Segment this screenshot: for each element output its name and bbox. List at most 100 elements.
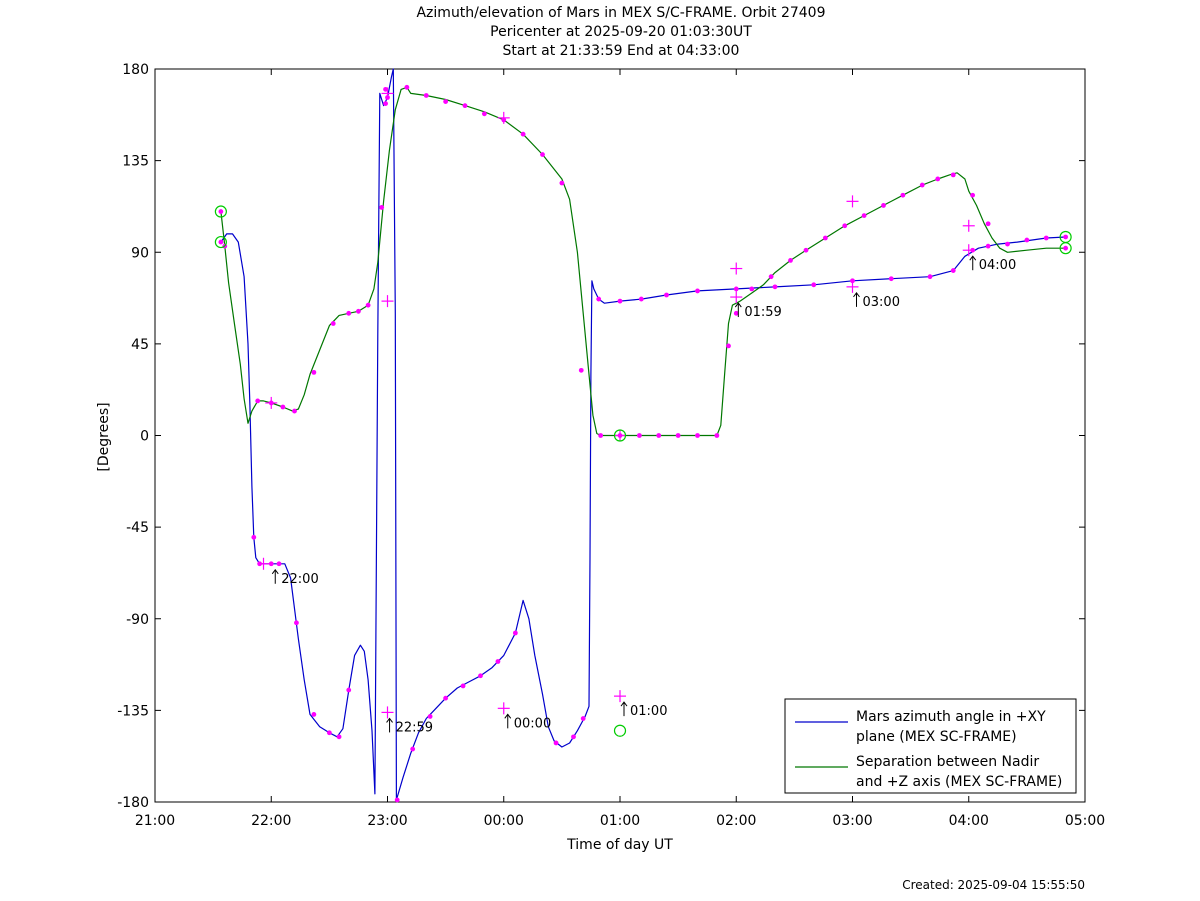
data-point-marker xyxy=(462,103,468,109)
data-point-marker xyxy=(733,310,739,316)
time-annotation: 01:59 xyxy=(734,302,782,320)
data-point-marker xyxy=(478,673,483,679)
data-point-marker xyxy=(311,712,317,717)
data-point-marker xyxy=(255,398,261,404)
data-point-marker xyxy=(822,235,828,241)
data-point-marker xyxy=(580,716,586,721)
data-point-marker xyxy=(356,308,361,314)
data-point-marker xyxy=(1043,235,1049,241)
title-line-2: Pericenter at 2025-09-20 01:03:30UT xyxy=(490,24,752,40)
x-axis-ticks: 21:00 22:00 23:00 00:00 01:00 02:00 03:00 04:00… xyxy=(135,69,1105,829)
data-point-marker xyxy=(276,561,282,567)
y-tick-label: -180 xyxy=(117,795,149,811)
y-tick-label: -135 xyxy=(117,703,149,719)
y-tick-label: -90 xyxy=(126,612,149,628)
hour-cross-marker xyxy=(962,244,975,257)
x-tick-label: 23:00 xyxy=(367,813,407,829)
data-point-marker xyxy=(268,561,274,567)
data-point-marker xyxy=(985,243,991,249)
x-tick-label: 01:00 xyxy=(600,813,640,829)
data-point-marker xyxy=(553,740,559,746)
data-point-marker xyxy=(1063,245,1069,251)
time-annotation: 00:00 xyxy=(504,713,551,731)
endpoint-circle-marker xyxy=(214,205,227,218)
data-point-marker xyxy=(218,209,224,214)
data-point-marker xyxy=(881,203,886,208)
data-point-marker xyxy=(540,152,545,157)
data-point-marker xyxy=(280,404,286,410)
data-point-marker xyxy=(365,302,371,308)
data-point-marker xyxy=(292,408,297,414)
data-point-marker xyxy=(251,534,257,540)
hour-cross-marker xyxy=(730,262,743,275)
series-line-separation xyxy=(220,86,1066,437)
time-annotation-label: 01:59 xyxy=(744,305,781,320)
time-annotation-label: 22:00 xyxy=(281,572,318,587)
data-point-marker xyxy=(294,620,299,626)
legend-label-separation-line-1: Separation between Nadir xyxy=(856,754,1039,770)
data-point-marker xyxy=(423,93,429,98)
legend-label-azimuth-line-1: Mars azimuth angle in +XY xyxy=(856,709,1046,725)
data-point-marker xyxy=(749,286,755,292)
data-point-marker xyxy=(330,321,336,326)
data-point-marker xyxy=(598,433,604,438)
data-point-marker xyxy=(888,276,894,282)
hour-cross-marker xyxy=(265,396,278,409)
hour-cross-marker xyxy=(257,557,270,570)
time-annotation-label: 22:59 xyxy=(396,720,433,735)
x-tick-label: 00:00 xyxy=(484,813,524,829)
data-point-marker xyxy=(495,659,501,664)
data-point-marker xyxy=(346,687,352,693)
data-point-marker xyxy=(842,223,848,229)
data-point-marker xyxy=(394,797,400,803)
data-point-marker xyxy=(919,182,925,188)
data-point-marker xyxy=(383,86,388,92)
data-point-marker xyxy=(427,714,433,719)
time-annotation: 01:00 xyxy=(620,701,667,719)
x-tick-label: 03:00 xyxy=(832,813,872,829)
hour-cross-marker xyxy=(381,295,394,308)
data-point-marker xyxy=(970,192,976,198)
created-footer: Created: 2025-09-04 15:55:50 xyxy=(902,878,1085,892)
y-tick-label: 0 xyxy=(140,429,149,445)
data-point-marker xyxy=(1063,234,1069,240)
data-point-marker xyxy=(927,274,933,280)
x-tick-label: 05:00 xyxy=(1065,813,1105,829)
x-tick-label: 04:00 xyxy=(949,813,989,829)
data-point-marker xyxy=(383,101,388,107)
data-point-marker xyxy=(950,172,956,178)
data-point-marker xyxy=(460,683,466,689)
y-tick-label: 180 xyxy=(122,62,149,78)
time-annotation: 04:00 xyxy=(969,255,1016,273)
hour-cross-marker xyxy=(846,280,859,293)
data-point-marker xyxy=(379,205,385,210)
hour-cross-marker xyxy=(614,429,626,442)
data-point-marker xyxy=(772,284,778,290)
time-annotation-label: 00:00 xyxy=(514,716,551,731)
time-annotation: 03:00 xyxy=(853,292,900,310)
data-point-marker xyxy=(811,282,817,288)
data-point-marker xyxy=(695,288,700,294)
data-point-marker xyxy=(404,84,410,90)
endpoint-circle-marker xyxy=(613,429,627,442)
data-point-marker xyxy=(664,292,669,298)
data-point-marker xyxy=(596,296,602,302)
hour-cross-marker xyxy=(497,702,510,715)
hour-cross-marker xyxy=(381,87,394,100)
data-point-marker xyxy=(861,213,867,219)
data-point-marker xyxy=(695,433,700,438)
data-point-marker xyxy=(481,111,487,117)
data-point-marker xyxy=(336,734,342,740)
data-point-marker xyxy=(900,192,906,198)
data-point-marker xyxy=(733,286,739,292)
data-point-marker xyxy=(218,239,224,245)
time-annotation-label: 04:00 xyxy=(979,258,1016,273)
data-point-marker xyxy=(311,369,317,375)
marker-layer xyxy=(214,84,1072,803)
x-axis-label: Time of day UT xyxy=(566,837,673,853)
data-point-marker xyxy=(520,131,526,137)
chart-title: Azimuth/elevation of Mars in MEX S/C-FRA… xyxy=(416,5,825,59)
data-point-marker xyxy=(950,268,956,273)
x-tick-label: 22:00 xyxy=(251,813,291,829)
